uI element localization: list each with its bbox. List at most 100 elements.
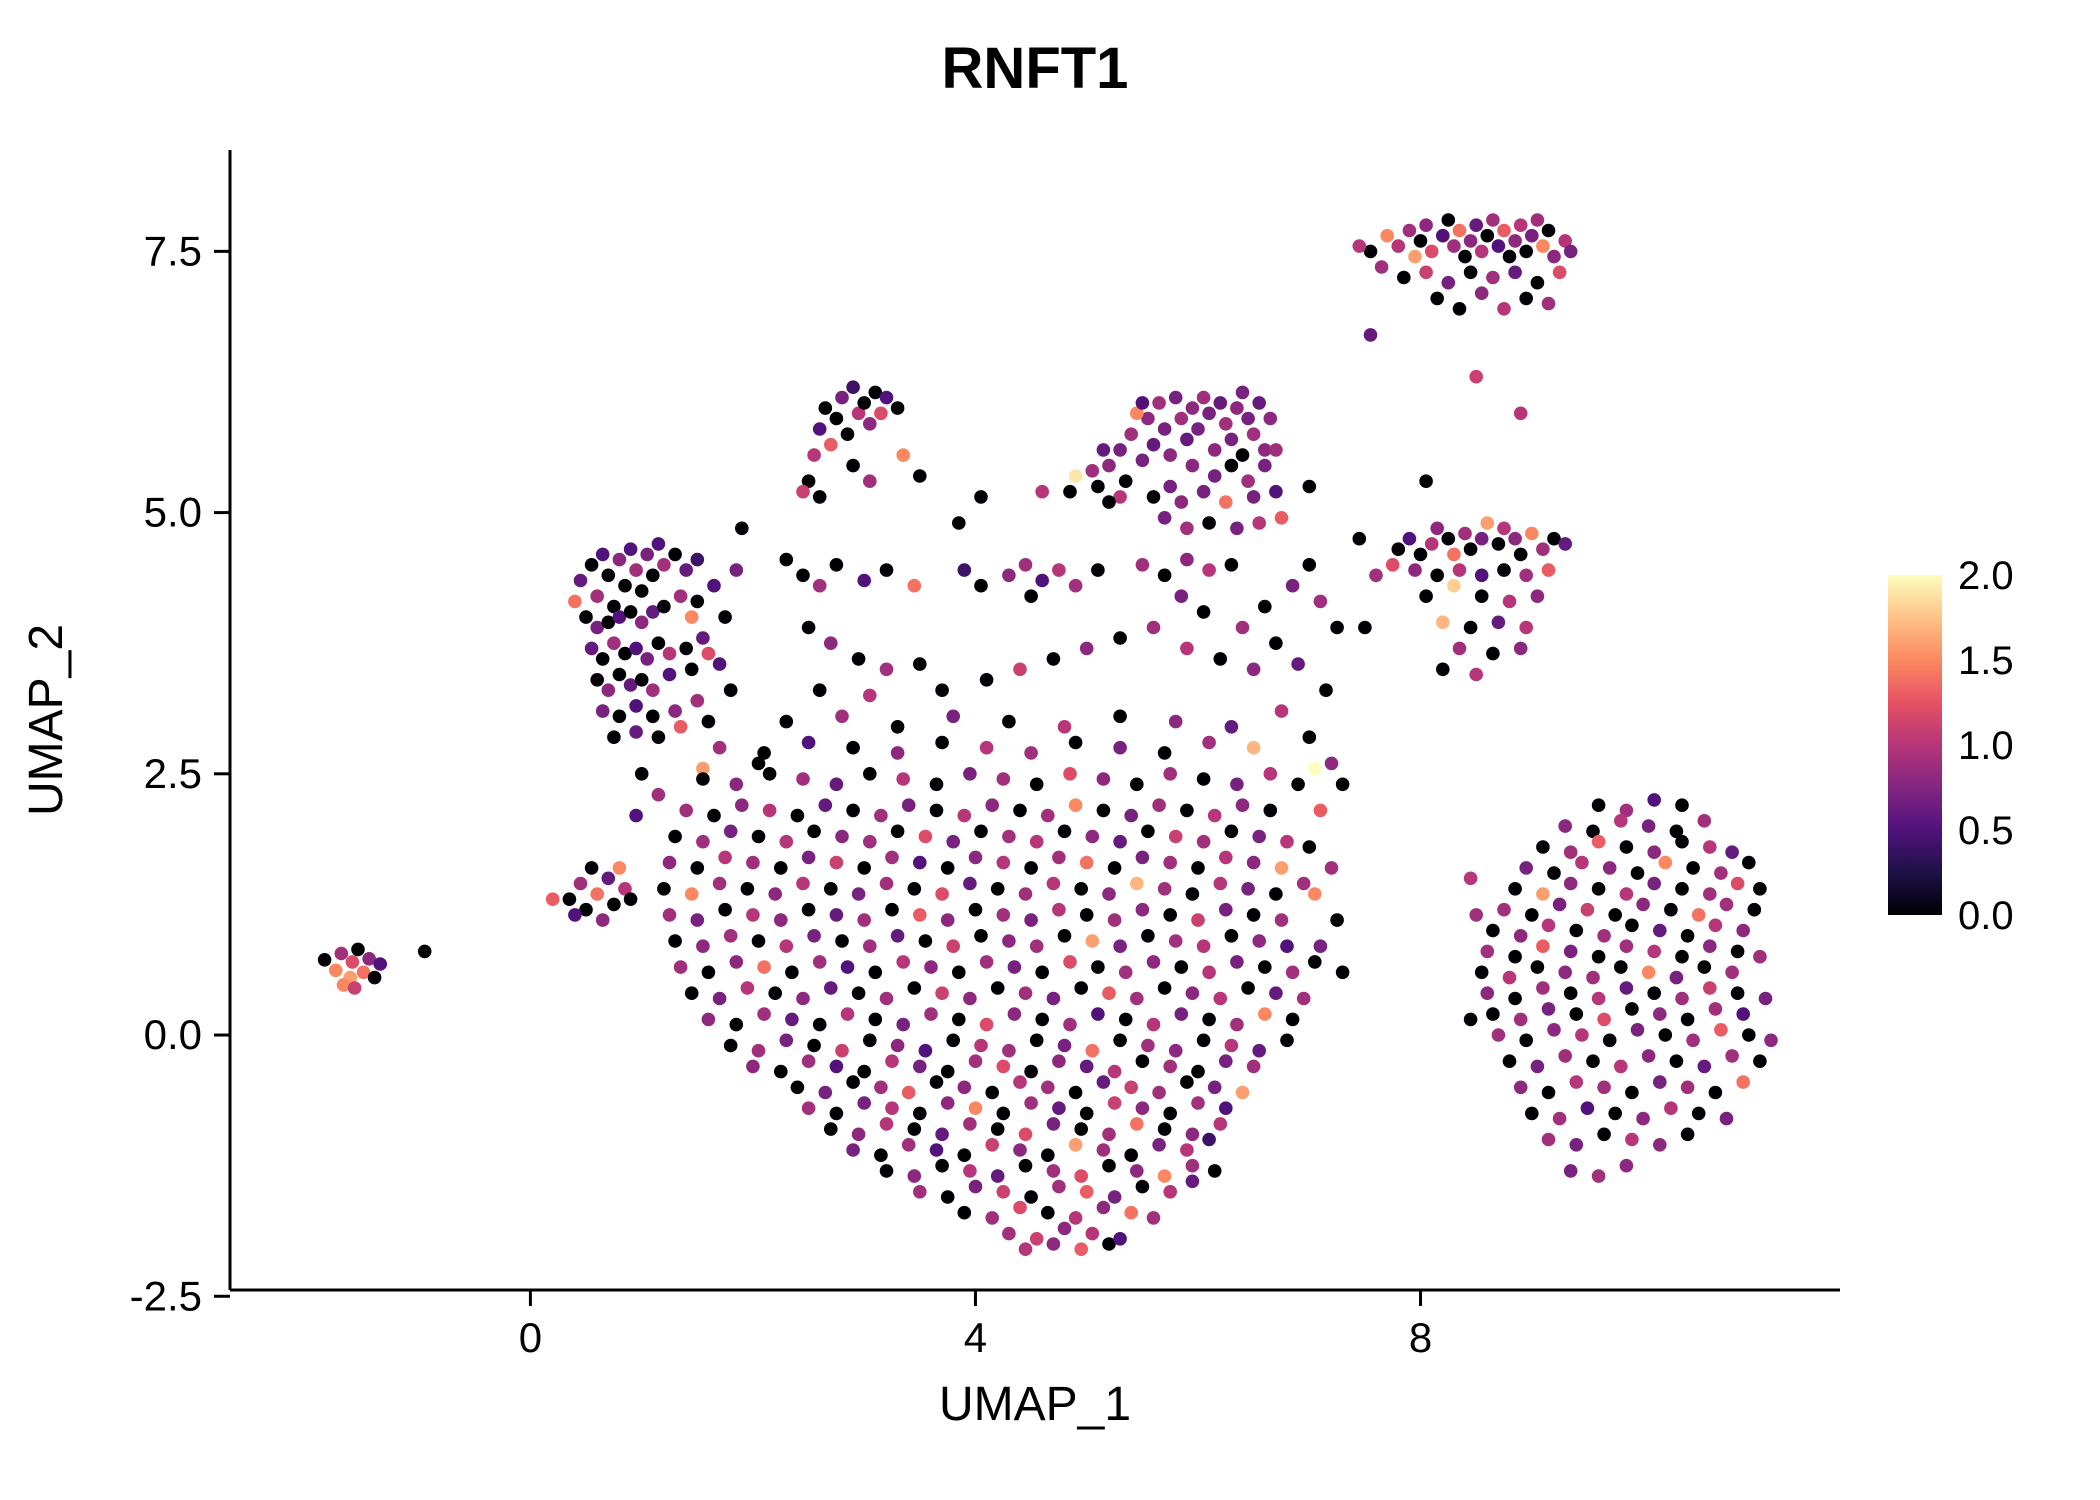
data-point [1180,552,1194,567]
data-point [1202,735,1216,750]
data-point [1280,834,1294,849]
data-point [1541,918,1556,933]
data-point [712,991,727,1006]
data-point [968,1179,983,1194]
y-tick-label: 7.5 [144,227,202,274]
data-point [829,908,844,922]
data-point [1708,1085,1723,1100]
data-point [1063,484,1077,499]
data-point [1308,761,1322,776]
data-point [612,861,627,875]
data-point [1764,1033,1778,1048]
data-point [1258,458,1272,473]
data-point [1513,929,1528,943]
data-point [1619,803,1634,818]
data-point [1703,981,1717,995]
data-point [1653,923,1667,938]
data-point [1647,876,1661,891]
data-point [896,772,910,786]
data-point [1269,484,1283,499]
data-point [1324,861,1339,875]
data-point [1536,239,1550,253]
data-point [1191,913,1205,927]
data-point [851,887,866,901]
data-point [1168,829,1183,844]
data-point [1024,1064,1038,1079]
data-point [1458,249,1472,264]
data-point [595,704,610,718]
data-point [1385,558,1400,572]
data-point [1508,265,1522,280]
data-point [896,1017,910,1032]
data-point [1157,981,1172,995]
data-point [629,699,643,713]
data-point [1569,923,1584,938]
data-point [1219,495,1233,509]
data-point [696,834,710,849]
data-point [651,636,666,650]
data-point [774,861,788,875]
data-point [1653,1007,1667,1021]
data-point [879,390,894,405]
data-point [1452,641,1467,656]
data-point [1152,798,1166,812]
data-point [679,563,693,577]
data-point [785,965,799,980]
data-point [1408,249,1422,264]
data-point [1163,1059,1177,1074]
data-point [1280,939,1294,953]
data-point [1185,458,1200,473]
data-point [1747,902,1762,917]
data-point [1146,437,1161,452]
data-point [356,965,371,980]
data-point [1258,599,1272,614]
data-point [618,578,632,593]
data-point [646,683,660,697]
data-point [1502,1054,1517,1068]
data-point [729,563,744,577]
data-point [701,714,716,729]
data-point [1168,714,1183,729]
data-point [1224,929,1239,943]
data-point [1703,840,1717,854]
data-point [1380,228,1394,243]
data-point [1213,991,1228,1006]
data-point [779,1033,794,1048]
data-point [1575,855,1589,870]
data-point [1597,1012,1611,1027]
data-point [874,1148,888,1162]
data-point [868,1012,883,1027]
data-point [1130,876,1144,891]
data-point [1591,949,1606,964]
data-point [1519,568,1533,583]
data-point [1079,855,1094,870]
data-point [1525,228,1539,243]
data-point [1029,1033,1044,1048]
colorbar-tick-label: 0.5 [1958,809,2014,853]
data-point [1180,641,1194,656]
data-point [1163,479,1177,494]
data-point [1458,526,1472,541]
data-point [1013,1143,1027,1157]
data-point [1029,1232,1044,1246]
data-point [1708,1002,1723,1016]
data-point [940,861,955,875]
data-point [1185,887,1200,901]
data-point [1107,861,1122,875]
data-point [545,892,560,906]
data-point [1697,814,1712,828]
data-point [1018,1242,1033,1256]
data-point [601,683,616,697]
data-point [1124,1148,1138,1162]
data-point [1096,803,1111,818]
data-point [1235,620,1250,635]
data-point [1486,1007,1500,1021]
data-point [913,908,927,922]
data-point [840,960,855,974]
data-point [1569,1075,1584,1089]
data-point [968,902,983,917]
data-point [790,1080,805,1095]
data-point [1274,704,1289,718]
data-point [1541,296,1556,311]
